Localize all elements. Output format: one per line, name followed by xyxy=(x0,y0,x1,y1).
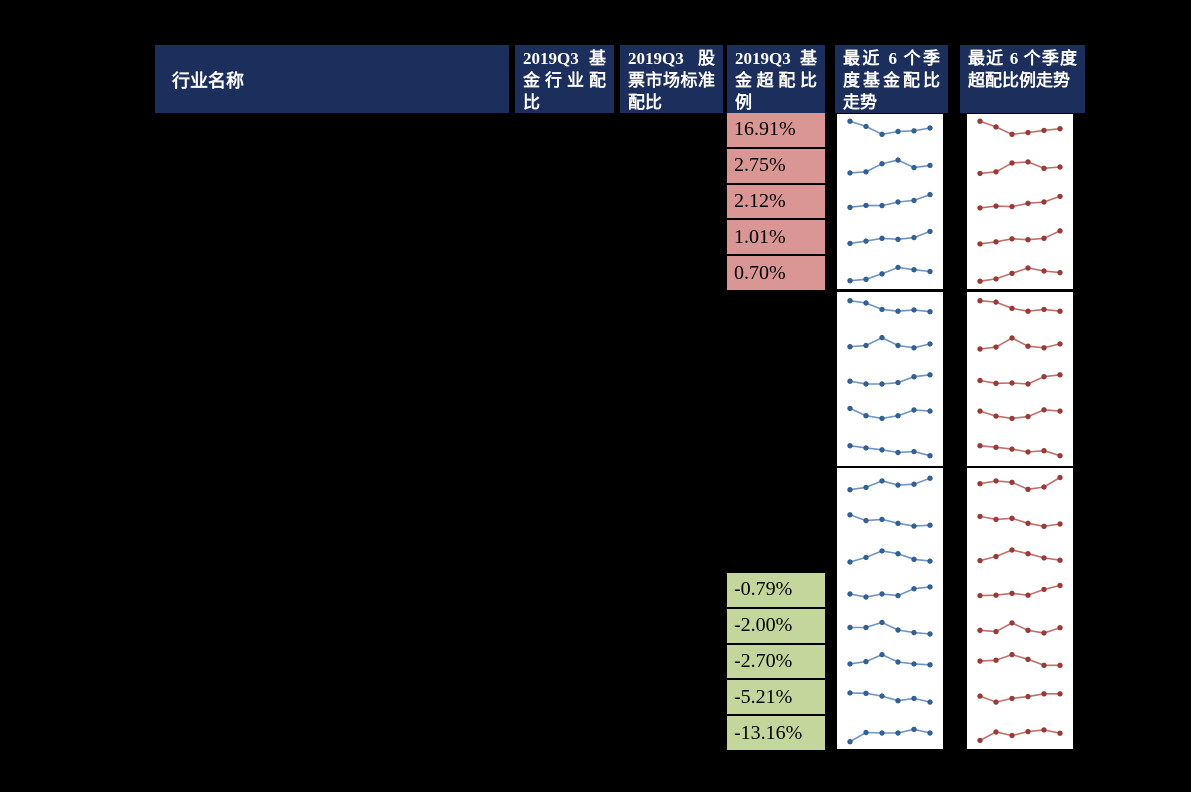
fund-allocation-sparkline xyxy=(837,431,943,466)
column-header-fund-allocation: 2019Q3 基金行业配比 xyxy=(515,45,614,113)
overweight-trend-panel-group-3 xyxy=(967,468,1073,749)
overweight-negative-cell: -13.16% xyxy=(727,716,825,750)
column-header-allocation-trend: 最近 6 个季度基金配比走势 xyxy=(835,45,948,113)
fund-allocation-sparkline xyxy=(837,538,943,573)
fund-allocation-sparkline xyxy=(837,362,943,397)
fund-allocation-trend-panel-group-1 xyxy=(837,114,943,289)
fund-allocation-sparkline xyxy=(837,219,943,254)
overweight-trend-panel-group-2 xyxy=(967,292,1073,466)
fund-allocation-sparkline xyxy=(837,679,943,714)
overweight-ratio-sparkline xyxy=(967,573,1073,608)
column-header-market-standard: 2019Q3 股票市场标准配比 xyxy=(620,45,723,113)
overweight-negative-cell: -2.00% xyxy=(727,608,825,645)
fund-allocation-sparkline xyxy=(837,327,943,362)
fund-allocation-trend-panel-group-3 xyxy=(837,468,943,749)
fund-allocation-sparkline xyxy=(837,468,943,503)
overweight-ratio-sparkline xyxy=(967,362,1073,397)
overweight-trend-panel-group-1 xyxy=(967,114,1073,289)
fund-allocation-sparkline xyxy=(837,114,943,149)
overweight-ratio-sparkline xyxy=(967,538,1073,573)
fund-allocation-sparkline xyxy=(837,573,943,608)
overweight-positive-cell: 2.12% xyxy=(727,184,825,221)
overweight-ratio-sparkline xyxy=(967,292,1073,327)
overweight-ratio-sparkline xyxy=(967,254,1073,289)
fund-allocation-sparkline xyxy=(837,292,943,327)
overweight-ratio-sparkline xyxy=(967,396,1073,431)
fund-allocation-sparkline xyxy=(837,254,943,289)
overweight-positive-cell: 16.91% xyxy=(727,113,825,149)
column-header-fund-overweight: 2019Q3 基金超配比例 xyxy=(727,45,825,113)
overweight-positive-cells: 16.91% 2.75% 2.12% 1.01% 0.70% xyxy=(727,113,825,290)
column-header-industry-name: 行业名称 xyxy=(155,45,509,113)
fund-allocation-sparkline xyxy=(837,149,943,184)
overweight-positive-cell: 1.01% xyxy=(727,220,825,257)
overweight-positive-cell: 2.75% xyxy=(727,148,825,185)
overweight-negative-cell: -5.21% xyxy=(727,680,825,717)
column-header-overweight-trend: 最近 6 个季度超配比例走势 xyxy=(960,45,1085,113)
overweight-ratio-sparkline xyxy=(967,431,1073,466)
overweight-ratio-sparkline xyxy=(967,468,1073,503)
overweight-negative-cells: -0.79% -2.00% -2.70% -5.21% -13.16% xyxy=(727,573,825,750)
overweight-ratio-sparkline xyxy=(967,327,1073,362)
fund-allocation-trend-panel-group-2 xyxy=(837,292,943,466)
overweight-negative-cell: -0.79% xyxy=(727,573,825,609)
fund-allocation-sparkline xyxy=(837,714,943,749)
overweight-ratio-sparkline xyxy=(967,503,1073,538)
fund-allocation-sparkline xyxy=(837,644,943,679)
fund-allocation-sparkline xyxy=(837,609,943,644)
fund-allocation-sparkline xyxy=(837,396,943,431)
overweight-ratio-sparkline xyxy=(967,714,1073,749)
overweight-ratio-sparkline xyxy=(967,149,1073,184)
overweight-ratio-sparkline xyxy=(967,184,1073,219)
fund-allocation-sparkline xyxy=(837,184,943,219)
overweight-ratio-sparkline xyxy=(967,609,1073,644)
overweight-ratio-sparkline xyxy=(967,219,1073,254)
fund-allocation-sparkline xyxy=(837,503,943,538)
overweight-negative-cell: -2.70% xyxy=(727,644,825,681)
overweight-positive-cell: 0.70% xyxy=(727,256,825,290)
overweight-ratio-sparkline xyxy=(967,679,1073,714)
overweight-ratio-sparkline xyxy=(967,114,1073,149)
overweight-ratio-sparkline xyxy=(967,644,1073,679)
